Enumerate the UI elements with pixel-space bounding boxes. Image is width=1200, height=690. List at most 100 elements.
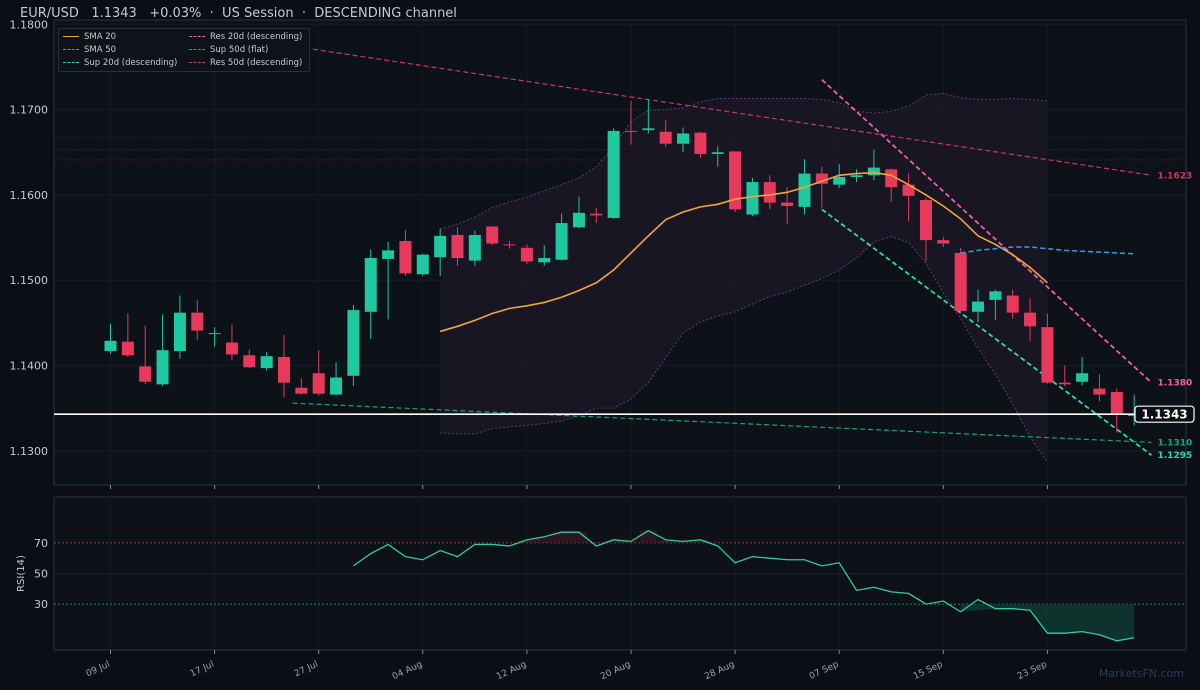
candle-body bbox=[330, 377, 343, 395]
rsi-overbought-fill bbox=[657, 539, 675, 543]
candle-body bbox=[538, 258, 551, 263]
candle-body bbox=[1024, 312, 1037, 327]
x-tick-label: 20 Aug bbox=[599, 660, 632, 683]
candle-body bbox=[763, 182, 776, 203]
price-tick-label: 1.1600 bbox=[10, 189, 49, 202]
trendline-value-label: 1.1623 bbox=[1158, 171, 1193, 181]
candle-body bbox=[295, 387, 308, 394]
sma20-line bbox=[439, 171, 1048, 333]
rsi-line bbox=[353, 529, 1135, 642]
candle-body bbox=[954, 252, 967, 311]
candle-body bbox=[347, 310, 360, 376]
chart-title: EUR/USD 1.1343 +0.03% · US Session · DES… bbox=[20, 6, 457, 21]
candle-body bbox=[625, 130, 637, 132]
rsi-tick-label: 50 bbox=[34, 568, 48, 581]
candle-body bbox=[364, 258, 377, 312]
x-tick-label: 07 Sep bbox=[808, 660, 841, 682]
candle-body bbox=[850, 175, 863, 177]
trendline-value-label: 1.1310 bbox=[1158, 438, 1193, 448]
candle-body bbox=[1041, 327, 1054, 383]
candle-body bbox=[659, 131, 672, 144]
candle-body bbox=[243, 355, 256, 368]
rsi-overbought-fill bbox=[535, 536, 553, 543]
candle-body bbox=[815, 173, 828, 184]
x-tick-label: 23 Sep bbox=[1016, 660, 1049, 682]
candle-body bbox=[173, 312, 186, 352]
rsi-overbought-fill bbox=[674, 541, 692, 543]
rsi-overbought-fill bbox=[691, 539, 710, 543]
candle-body bbox=[642, 128, 655, 131]
rsi-tick-label: 70 bbox=[34, 537, 48, 550]
x-tick-label: 12 Aug bbox=[495, 660, 528, 683]
candle-body bbox=[104, 340, 117, 352]
legend-label-sma20: SMA 20 bbox=[84, 32, 117, 42]
legend-swatch-sup20 bbox=[63, 62, 79, 63]
candle-body bbox=[694, 132, 707, 154]
candle-body bbox=[781, 202, 794, 206]
candle-body bbox=[1058, 382, 1071, 385]
candle-body bbox=[1128, 414, 1141, 416]
candle-body bbox=[798, 173, 811, 207]
rsi-overbought-fill bbox=[552, 532, 571, 543]
legend-label-sup20: Sup 20d (descending) bbox=[84, 58, 178, 68]
rsi-overbought-fill bbox=[604, 539, 623, 543]
candle-body bbox=[972, 301, 984, 312]
legend-label-sup50: Sup 50d (flat) bbox=[210, 45, 269, 55]
legend-item-sup50: Sup 50d (flat) bbox=[189, 45, 268, 55]
x-tick-label: 17 Jul bbox=[189, 660, 216, 680]
legend-item-sma20: SMA 20 bbox=[63, 32, 116, 42]
trendline-res-20d bbox=[821, 79, 1153, 384]
candle-body bbox=[278, 357, 290, 383]
last-price-badge bbox=[1134, 405, 1195, 423]
rsi-oversold-fill bbox=[960, 604, 1135, 641]
sma50-line bbox=[960, 246, 1135, 255]
legend-swatch-res20 bbox=[189, 36, 205, 37]
candle-body bbox=[191, 312, 204, 331]
candle-body bbox=[156, 350, 169, 385]
candle-body bbox=[312, 373, 325, 394]
lower-band-line bbox=[440, 236, 1048, 463]
rsi-overbought-fill bbox=[639, 530, 658, 543]
trendline-sup-50d bbox=[292, 402, 1152, 443]
candle-body bbox=[520, 247, 533, 262]
candle-body bbox=[711, 152, 724, 154]
candle-body bbox=[468, 235, 481, 261]
candle-body bbox=[451, 235, 464, 259]
rsi-overbought-fill bbox=[622, 541, 640, 543]
candle-body bbox=[937, 240, 950, 244]
candle-body bbox=[919, 200, 932, 241]
candle-body bbox=[729, 151, 742, 210]
candle-body bbox=[1110, 392, 1123, 416]
candle-body bbox=[1006, 295, 1019, 313]
candle-body bbox=[607, 130, 620, 218]
legend-item-sup20: Sup 20d (descending) bbox=[63, 58, 177, 68]
candle-body bbox=[399, 240, 412, 274]
candle-body bbox=[416, 254, 429, 275]
price-tick-label: 1.1400 bbox=[10, 360, 49, 373]
trendline-sup-20d bbox=[821, 208, 1153, 456]
upper-band-line bbox=[440, 92, 1048, 230]
legend-swatch-sup50 bbox=[189, 49, 205, 50]
candle-body bbox=[121, 341, 134, 356]
legend-label-sma50: SMA 50 bbox=[84, 45, 117, 55]
chart-legend: SMA 20 SMA 50 Sup 20d (descending) Res 2… bbox=[58, 28, 310, 72]
candle-body bbox=[555, 223, 568, 260]
candle-body bbox=[885, 169, 898, 188]
rsi-overbought-fill bbox=[518, 539, 536, 543]
legend-item-res50: Res 50d (descending) bbox=[189, 58, 302, 68]
x-tick-label: 04 Aug bbox=[391, 660, 424, 683]
candle-body bbox=[486, 226, 499, 244]
candle-body bbox=[139, 366, 152, 382]
legend-swatch-sma20 bbox=[63, 36, 79, 37]
trendline-value-label: 1.1295 bbox=[1158, 451, 1193, 461]
rsi-overbought-fill bbox=[570, 532, 588, 543]
rsi-axis-label: RSI(14) bbox=[16, 555, 27, 592]
rsi-tick-label: 30 bbox=[34, 598, 48, 611]
price-tick-label: 1.1800 bbox=[10, 18, 49, 31]
candle-body bbox=[260, 356, 273, 369]
candle-body bbox=[208, 333, 221, 335]
candle-body bbox=[746, 182, 759, 215]
legend-item-res20: Res 20d (descending) bbox=[189, 32, 302, 42]
candle-body bbox=[1076, 373, 1089, 382]
candle-body bbox=[225, 342, 238, 355]
